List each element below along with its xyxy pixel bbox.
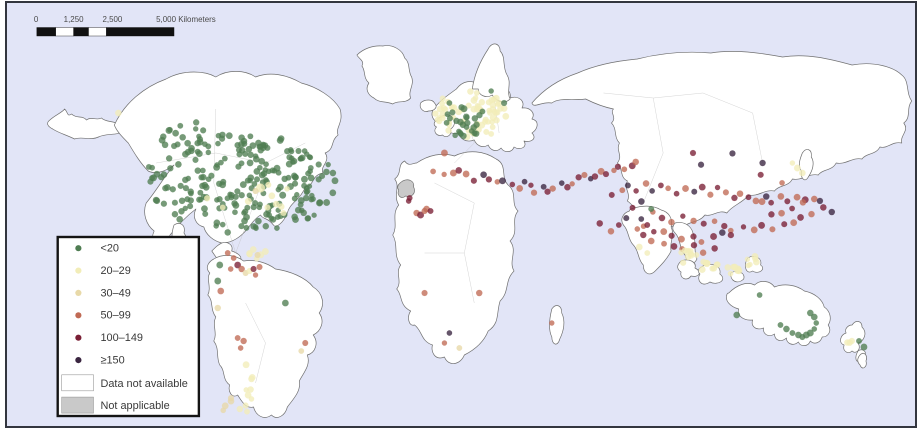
- svg-text:5,000 Kilometers: 5,000 Kilometers: [156, 15, 216, 24]
- svg-text:50–99: 50–99: [100, 310, 130, 322]
- svg-text:0: 0: [34, 15, 39, 24]
- svg-text:2,500: 2,500: [102, 15, 122, 24]
- svg-text:Not applicable: Not applicable: [100, 400, 169, 412]
- svg-text:20–29: 20–29: [100, 265, 130, 277]
- svg-text:30–49: 30–49: [100, 287, 130, 299]
- svg-text:100–149: 100–149: [100, 332, 143, 344]
- svg-text:Data not available: Data not available: [100, 378, 187, 390]
- svg-text:1,250: 1,250: [64, 15, 84, 24]
- svg-text:≥150: ≥150: [100, 355, 124, 367]
- svg-text:<20: <20: [100, 243, 119, 255]
